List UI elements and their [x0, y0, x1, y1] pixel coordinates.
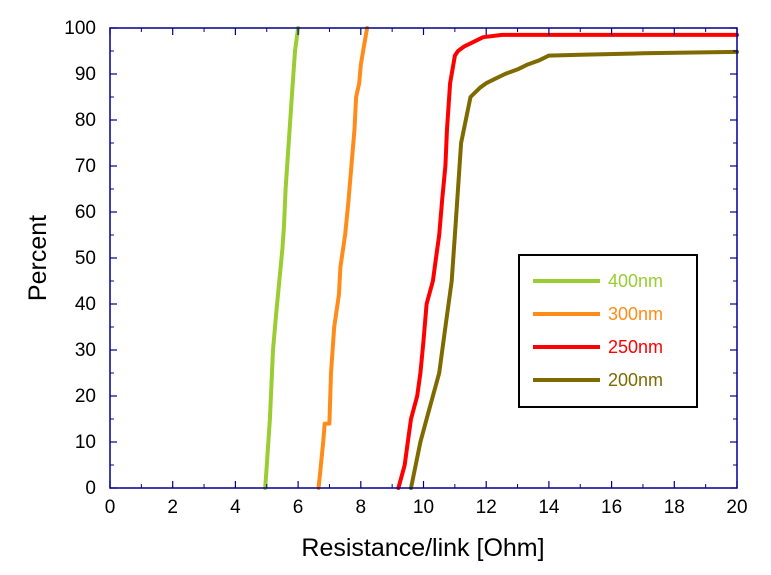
x-tick-label: 0 [105, 497, 116, 518]
ticks-layer [109, 27, 738, 489]
x-tick-label: 10 [413, 497, 434, 518]
x-tick-label: 16 [601, 497, 622, 518]
y-tick-label: 20 [75, 386, 96, 407]
y-tick-label: 40 [75, 294, 96, 315]
y-tick-label: 0 [85, 478, 96, 499]
y-tick-label: 50 [75, 248, 96, 269]
series-line-400nm [263, 26, 301, 490]
y-tick-label: 60 [75, 202, 96, 223]
series-line-250nm [396, 32, 739, 490]
y-tick-label: 30 [75, 340, 96, 361]
x-tick-label: 2 [167, 497, 178, 518]
y-tick-label: 10 [75, 432, 96, 453]
x-tick-labels: 0 2 4 6 8 10 12 14 16 18 20 [105, 497, 748, 518]
y-tick-label: 100 [64, 18, 96, 39]
legend-label-400nm: 400nm [608, 271, 663, 291]
plot-frame [109, 27, 738, 489]
x-tick-label: 6 [293, 497, 304, 518]
x-tick-label: 18 [664, 497, 685, 518]
x-tick-label: 20 [726, 497, 747, 518]
series-line-300nm [316, 26, 370, 490]
y-tick-labels: 0 10 20 30 40 50 60 70 80 90 100 [64, 18, 96, 499]
series-layer [263, 26, 739, 490]
y-axis-title: Percent [24, 215, 52, 301]
x-axis-title: Resistance/link [Ohm] [301, 534, 544, 562]
x-tick-label: 14 [538, 497, 560, 518]
x-tick-label: 4 [230, 497, 241, 518]
legend-label-300nm: 300nm [608, 304, 663, 324]
y-tick-label: 70 [75, 156, 96, 177]
y-tick-label: 80 [75, 110, 96, 131]
x-tick-label: 12 [476, 497, 497, 518]
legend: 400nm 300nm 250nm 200nm [518, 254, 698, 408]
legend-label-250nm: 250nm [608, 337, 663, 357]
y-tick-label: 90 [75, 64, 96, 85]
series-line-200nm [409, 49, 739, 490]
x-tick-label: 8 [356, 497, 367, 518]
legend-label-200nm: 200nm [608, 370, 663, 390]
